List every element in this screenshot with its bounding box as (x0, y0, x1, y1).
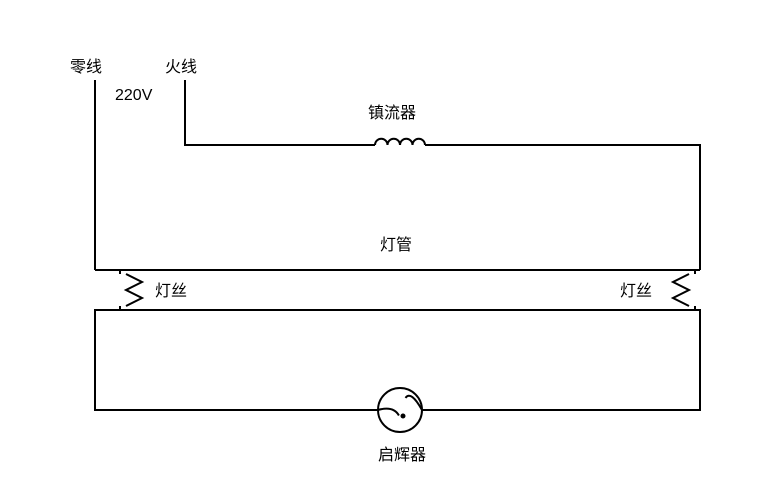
label-ballast: 镇流器 (368, 104, 416, 122)
lead-left-lower-to-starter (95, 310, 378, 410)
label-starter: 启辉器 (378, 446, 426, 464)
starter-bimetal-1 (378, 409, 399, 416)
label-live: 火线 (165, 58, 197, 76)
label-filament-left: 灯丝 (155, 282, 187, 300)
starter-contact-dot (401, 414, 406, 419)
lead-right-lower-to-starter (422, 310, 700, 410)
filament-left (126, 274, 142, 306)
ballast-to-tube-wire (425, 145, 700, 270)
fluorescent-lamp-circuit-diagram: 零线 火线 220V 镇流器灯管灯丝 灯丝启辉器 (0, 0, 782, 500)
starter (378, 388, 422, 432)
label-filament-right: 灯丝 (620, 282, 652, 300)
label-neutral: 零线 (70, 58, 102, 76)
filament-right (673, 274, 689, 306)
ballast-inductor (375, 139, 425, 145)
live-to-ballast-wire (185, 80, 375, 145)
label-tube: 灯管 (380, 236, 412, 254)
label-voltage: 220V (115, 87, 153, 104)
